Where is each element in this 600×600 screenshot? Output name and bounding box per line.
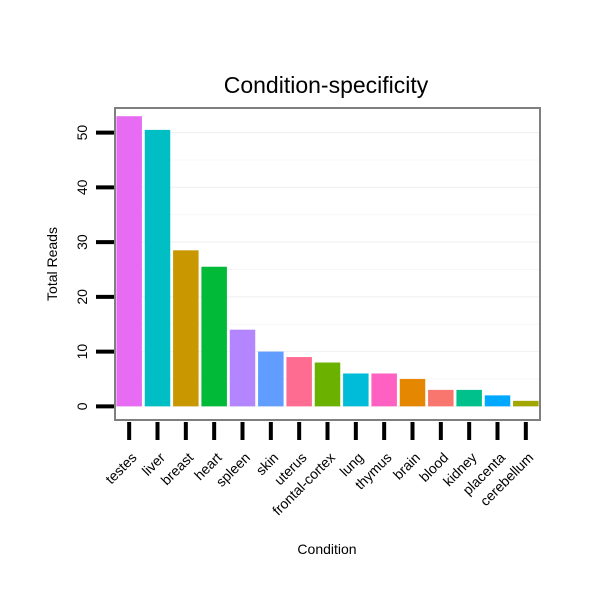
bar-heart bbox=[201, 266, 227, 407]
bar-liver bbox=[144, 129, 171, 407]
bar-frontal-cortex bbox=[314, 362, 341, 407]
bar-brain bbox=[399, 378, 426, 407]
bars bbox=[116, 116, 539, 407]
bar-skin bbox=[258, 351, 284, 407]
y-tick-label-10: 10 bbox=[74, 344, 90, 360]
y-tick-label-0: 0 bbox=[74, 402, 90, 410]
y-tick-label-30: 30 bbox=[74, 234, 90, 250]
x-axis-label: Condition bbox=[297, 541, 356, 557]
bar-cerebellum bbox=[513, 400, 539, 407]
bar-kidney bbox=[456, 389, 482, 407]
bar-testes bbox=[116, 116, 142, 407]
bar-breast bbox=[173, 250, 199, 407]
bar-thymus bbox=[371, 373, 397, 407]
y-tick-label-20: 20 bbox=[74, 289, 90, 305]
y-axis: 0 10 20 30 40 50 bbox=[74, 125, 114, 410]
bar-placenta bbox=[484, 395, 511, 407]
chart-title: Condition-specificity bbox=[224, 72, 429, 98]
y-tick-label-50: 50 bbox=[74, 125, 90, 141]
bar-uterus bbox=[286, 357, 312, 407]
bar-lung bbox=[343, 373, 369, 407]
y-tick-label-40: 40 bbox=[74, 179, 90, 195]
bar-blood bbox=[428, 389, 454, 407]
plot-border bbox=[114, 107, 541, 421]
bar-spleen bbox=[229, 329, 256, 407]
y-axis-label: Total Reads bbox=[44, 227, 60, 301]
